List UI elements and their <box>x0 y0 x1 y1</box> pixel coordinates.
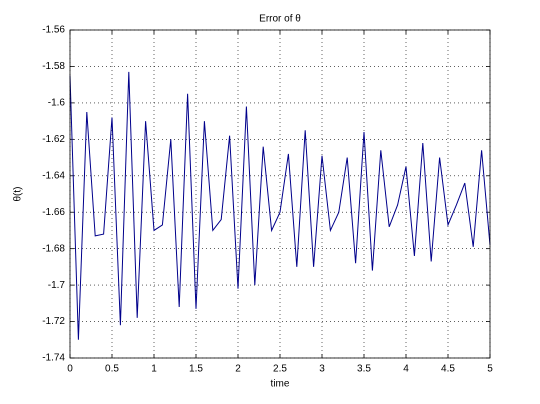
x-tick-label: 1 <box>151 364 157 375</box>
x-tick-label: 4.5 <box>441 364 455 375</box>
y-axis-label: θ(t) <box>13 187 24 202</box>
x-tick-label: 4 <box>403 364 409 375</box>
x-tick-label: 5 <box>487 364 493 375</box>
x-axis-label: time <box>271 379 290 390</box>
y-tick-label: -1.66 <box>42 207 65 218</box>
x-tick-label: 3.5 <box>357 364 371 375</box>
y-tick-label: -1.6 <box>48 98 66 109</box>
x-tick-label: 2.5 <box>273 364 287 375</box>
y-tick-label: -1.68 <box>42 243 65 254</box>
y-tick-label: -1.72 <box>42 316 65 327</box>
x-tick-label: 0 <box>67 364 73 375</box>
x-tick-label: 0.5 <box>105 364 119 375</box>
data-line <box>69 71 491 340</box>
x-tick-label: 1.5 <box>189 364 203 375</box>
chart-title: Error of θ <box>259 14 301 25</box>
y-tick-label: -1.74 <box>42 353 65 364</box>
x-tick-label: 2 <box>235 364 241 375</box>
y-tick-label: -1.58 <box>42 61 65 72</box>
y-tick-label: -1.56 <box>42 25 65 36</box>
y-tick-label: -1.7 <box>48 280 66 291</box>
y-tick-label: -1.62 <box>42 134 65 145</box>
y-tick-label: -1.64 <box>42 170 65 181</box>
axes-box <box>69 29 491 359</box>
x-tick-label: 3 <box>319 364 325 375</box>
